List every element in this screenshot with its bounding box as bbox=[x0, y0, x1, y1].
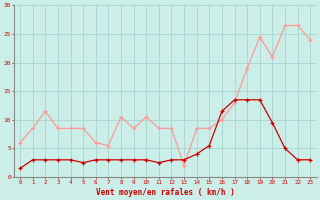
X-axis label: Vent moyen/en rafales ( km/h ): Vent moyen/en rafales ( km/h ) bbox=[96, 188, 235, 197]
